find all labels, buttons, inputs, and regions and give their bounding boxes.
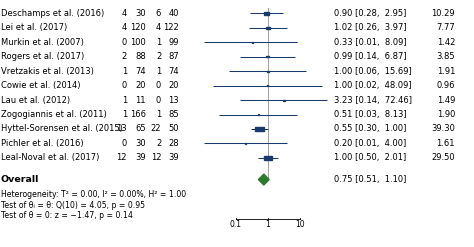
Text: 28: 28 bbox=[169, 139, 179, 148]
Text: 30: 30 bbox=[136, 9, 146, 18]
Text: 50: 50 bbox=[169, 124, 179, 133]
Text: 1.61: 1.61 bbox=[437, 139, 455, 148]
Text: Test of θ = 0: z = −1.47, p = 0.14: Test of θ = 0: z = −1.47, p = 0.14 bbox=[1, 211, 133, 220]
Text: 12: 12 bbox=[151, 153, 161, 162]
Text: 1.00 [0.02,  48.09]: 1.00 [0.02, 48.09] bbox=[334, 81, 412, 90]
Text: 0.75 [0.51,  1.10]: 0.75 [0.51, 1.10] bbox=[334, 175, 407, 184]
Text: 4: 4 bbox=[122, 9, 127, 18]
Text: 39: 39 bbox=[169, 153, 179, 162]
Text: 1.90: 1.90 bbox=[437, 110, 455, 119]
Text: Cowie et al. (2014): Cowie et al. (2014) bbox=[1, 81, 81, 90]
Text: Pichler et al. (2016): Pichler et al. (2016) bbox=[1, 139, 83, 148]
Text: Zogogiannis et al. (2011): Zogogiannis et al. (2011) bbox=[1, 110, 107, 119]
Text: 122: 122 bbox=[164, 23, 179, 32]
Text: 13: 13 bbox=[169, 96, 179, 104]
Text: 1.91: 1.91 bbox=[437, 67, 455, 76]
Text: 13: 13 bbox=[117, 124, 127, 133]
Text: 10.29: 10.29 bbox=[431, 9, 455, 18]
Text: Hyttel-Sorensen et al. (2015): Hyttel-Sorensen et al. (2015) bbox=[1, 124, 123, 133]
Text: 0.55 [0.30,  1.00]: 0.55 [0.30, 1.00] bbox=[334, 124, 407, 133]
Text: 2: 2 bbox=[122, 52, 127, 61]
Text: 30: 30 bbox=[136, 139, 146, 148]
Text: 12: 12 bbox=[117, 153, 127, 162]
Text: 0: 0 bbox=[156, 81, 161, 90]
Text: 1: 1 bbox=[156, 38, 161, 47]
Text: Lau et al. (2012): Lau et al. (2012) bbox=[1, 96, 70, 104]
Text: 1.02 [0.26,  3.97]: 1.02 [0.26, 3.97] bbox=[334, 23, 407, 32]
Text: 85: 85 bbox=[169, 110, 179, 119]
Text: 87: 87 bbox=[168, 52, 179, 61]
Text: Overall: Overall bbox=[1, 175, 39, 184]
Text: 0: 0 bbox=[122, 139, 127, 148]
Bar bbox=[266, 56, 269, 58]
Bar bbox=[264, 156, 272, 160]
Bar bbox=[267, 85, 268, 86]
Text: Rogers et al. (2017): Rogers et al. (2017) bbox=[1, 52, 84, 61]
Text: Vretzakis et al. (2013): Vretzakis et al. (2013) bbox=[1, 67, 94, 76]
Text: 1.42: 1.42 bbox=[437, 38, 455, 47]
Bar bbox=[252, 42, 253, 43]
Text: 3.23 [0.14,  72.46]: 3.23 [0.14, 72.46] bbox=[334, 96, 412, 104]
Text: Leal-Noval et al. (2017): Leal-Noval et al. (2017) bbox=[1, 153, 100, 162]
Text: 74: 74 bbox=[169, 67, 179, 76]
Text: 1.49: 1.49 bbox=[437, 96, 455, 104]
Text: 20: 20 bbox=[136, 81, 146, 90]
Text: 22: 22 bbox=[151, 124, 161, 133]
Bar bbox=[257, 114, 259, 115]
Text: 0.1: 0.1 bbox=[230, 220, 242, 229]
Text: 0: 0 bbox=[122, 38, 127, 47]
Text: Deschamps et al. (2016): Deschamps et al. (2016) bbox=[1, 9, 104, 18]
Text: 88: 88 bbox=[135, 52, 146, 61]
Text: 2: 2 bbox=[156, 139, 161, 148]
Text: 1.00 [0.50,  2.01]: 1.00 [0.50, 2.01] bbox=[334, 153, 406, 162]
Text: 1: 1 bbox=[156, 110, 161, 119]
Text: 1: 1 bbox=[122, 110, 127, 119]
Bar bbox=[264, 12, 269, 15]
Bar bbox=[266, 27, 270, 29]
Text: 11: 11 bbox=[136, 96, 146, 104]
Bar bbox=[267, 71, 269, 72]
Bar bbox=[283, 100, 285, 101]
Text: 99: 99 bbox=[169, 38, 179, 47]
Text: 4: 4 bbox=[156, 23, 161, 32]
Text: 0.20 [0.01,  4.00]: 0.20 [0.01, 4.00] bbox=[334, 139, 406, 148]
Text: 0.90 [0.28,  2.95]: 0.90 [0.28, 2.95] bbox=[334, 9, 407, 18]
Text: 7.77: 7.77 bbox=[436, 23, 455, 32]
Text: 3.85: 3.85 bbox=[437, 52, 455, 61]
Text: 1: 1 bbox=[265, 220, 270, 229]
Text: 1: 1 bbox=[156, 67, 161, 76]
Text: 0.33 [0.01,  8.09]: 0.33 [0.01, 8.09] bbox=[334, 38, 407, 47]
Text: 65: 65 bbox=[136, 124, 146, 133]
Text: 0.51 [0.03,  8.13]: 0.51 [0.03, 8.13] bbox=[334, 110, 407, 119]
Text: 6: 6 bbox=[156, 9, 161, 18]
Text: 166: 166 bbox=[130, 110, 146, 119]
Text: 4: 4 bbox=[122, 23, 127, 32]
Text: 0: 0 bbox=[156, 96, 161, 104]
Text: Test of θᵢ = θ: Q(10) = 4.05, p = 0.95: Test of θᵢ = θ: Q(10) = 4.05, p = 0.95 bbox=[1, 201, 145, 210]
Text: Murkin et al. (2007): Murkin et al. (2007) bbox=[1, 38, 84, 47]
Text: 2: 2 bbox=[156, 52, 161, 61]
Polygon shape bbox=[258, 174, 269, 185]
Text: Lei et al. (2017): Lei et al. (2017) bbox=[1, 23, 67, 32]
Bar bbox=[255, 127, 264, 131]
Text: 1.00 [0.06,  15.69]: 1.00 [0.06, 15.69] bbox=[334, 67, 412, 76]
Text: 39.30: 39.30 bbox=[431, 124, 455, 133]
Text: 0.99 [0.14,  6.87]: 0.99 [0.14, 6.87] bbox=[334, 52, 407, 61]
Text: 1: 1 bbox=[122, 67, 127, 76]
Text: 29.50: 29.50 bbox=[431, 153, 455, 162]
Text: 10: 10 bbox=[295, 220, 305, 229]
Text: 0: 0 bbox=[122, 81, 127, 90]
Text: 1: 1 bbox=[122, 96, 127, 104]
Text: 39: 39 bbox=[136, 153, 146, 162]
Text: 74: 74 bbox=[136, 67, 146, 76]
Text: 120: 120 bbox=[130, 23, 146, 32]
Text: 20: 20 bbox=[169, 81, 179, 90]
Text: 40: 40 bbox=[169, 9, 179, 18]
Text: Heterogeneity: T² = 0.00, I² = 0.00%, H² = 1.00: Heterogeneity: T² = 0.00, I² = 0.00%, H²… bbox=[1, 190, 186, 199]
Text: 0.96: 0.96 bbox=[437, 81, 455, 90]
Text: 100: 100 bbox=[130, 38, 146, 47]
Bar bbox=[245, 143, 246, 144]
